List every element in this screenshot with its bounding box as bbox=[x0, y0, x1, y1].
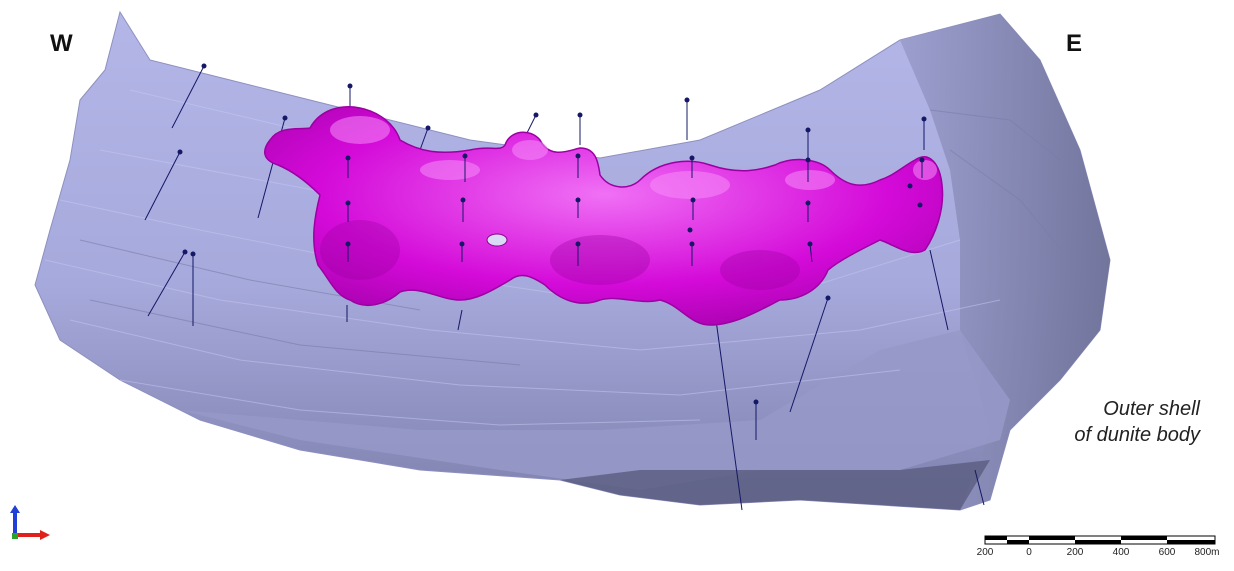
east-label: E bbox=[1066, 30, 1083, 57]
shell-bottom-shadow bbox=[560, 460, 990, 510]
ore-body-shading bbox=[320, 220, 800, 290]
scale-tick: 600 bbox=[1158, 547, 1176, 558]
shell-annotation-line-1: Outer shell bbox=[1103, 398, 1200, 420]
ore-body-hole bbox=[486, 233, 508, 247]
scale-tick: 800m bbox=[1194, 547, 1220, 558]
scale-tick: 0 bbox=[1026, 547, 1032, 558]
shell-annotation-line-2: of dunite body bbox=[1074, 424, 1200, 446]
drillhole-collars bbox=[177, 63, 927, 405]
drillhole-stubs bbox=[347, 156, 923, 266]
ore-body bbox=[264, 106, 944, 326]
scale-bar: 200 0 200 400 600 800m bbox=[975, 532, 1220, 568]
west-label: W bbox=[50, 30, 73, 57]
shell-lower-fold bbox=[180, 330, 1010, 490]
scale-tick: 400 bbox=[1112, 547, 1130, 558]
ore-body-surface bbox=[264, 106, 944, 326]
shell-east-wall bbox=[900, 14, 1110, 510]
xyz-axes-icon bbox=[6, 505, 54, 543]
scale-bar-graphic bbox=[984, 535, 1216, 545]
scale-tick: 200 bbox=[1066, 547, 1084, 558]
scale-tick: 200 bbox=[976, 547, 994, 558]
shell-annotation: Outer shell of dunite body bbox=[1040, 396, 1200, 448]
